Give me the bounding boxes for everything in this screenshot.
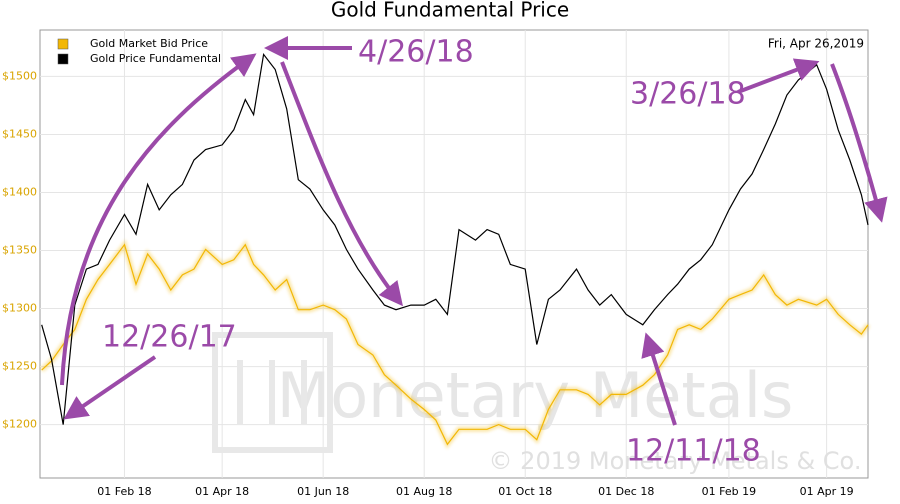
series-line — [41, 243, 869, 446]
x-tick-label: 01 Feb 19 — [702, 485, 756, 498]
arrows — [60, 36, 888, 426]
y-tick-label: $1500 — [2, 69, 37, 82]
legend-label: Gold Price Fundamental — [90, 52, 221, 65]
x-tick-label: 01 Apr 18 — [195, 485, 249, 498]
chart-title: Gold Fundamental Price — [331, 0, 569, 22]
watermark: Monetary Metals — [277, 359, 794, 432]
legend-label: Gold Market Bid Price — [90, 37, 208, 50]
date-label: Fri, Apr 26,2019 — [768, 37, 864, 51]
grid — [40, 30, 868, 478]
y-tick-label: $1400 — [2, 185, 37, 198]
x-tick-label: 01 Apr 19 — [800, 485, 854, 498]
annotation: 12/11/18 — [626, 434, 761, 469]
annotation: 12/26/17 — [102, 320, 237, 355]
annotation: 4/26/18 — [358, 35, 474, 70]
plot-area — [39, 29, 869, 479]
copyright: © 2019 Monetary Metals & Co. — [489, 447, 862, 475]
legend: Gold Market Bid Price Gold Price Fundamen… — [57, 37, 221, 65]
y-tick-label: $1200 — [2, 418, 37, 431]
x-tick-label: 01 Dec 18 — [598, 485, 654, 498]
legend-swatch — [57, 38, 69, 50]
y-tick-label: $1350 — [2, 244, 37, 257]
legend-swatch — [57, 53, 69, 65]
x-tick-label: 01 Oct 18 — [498, 485, 552, 498]
watermark-logo — [212, 332, 333, 453]
annotation: 3/26/18 — [630, 77, 746, 112]
x-tick-label: 01 Feb 18 — [97, 485, 151, 498]
series-line — [41, 52, 869, 425]
y-tick-label: $1450 — [2, 127, 37, 140]
y-tick-label: $1300 — [2, 302, 37, 315]
x-tick-label: 01 Jun 18 — [297, 485, 349, 498]
y-tick-label: $1250 — [2, 360, 37, 373]
lines — [39, 52, 871, 450]
x-tick-label: 01 Aug 18 — [396, 485, 452, 498]
